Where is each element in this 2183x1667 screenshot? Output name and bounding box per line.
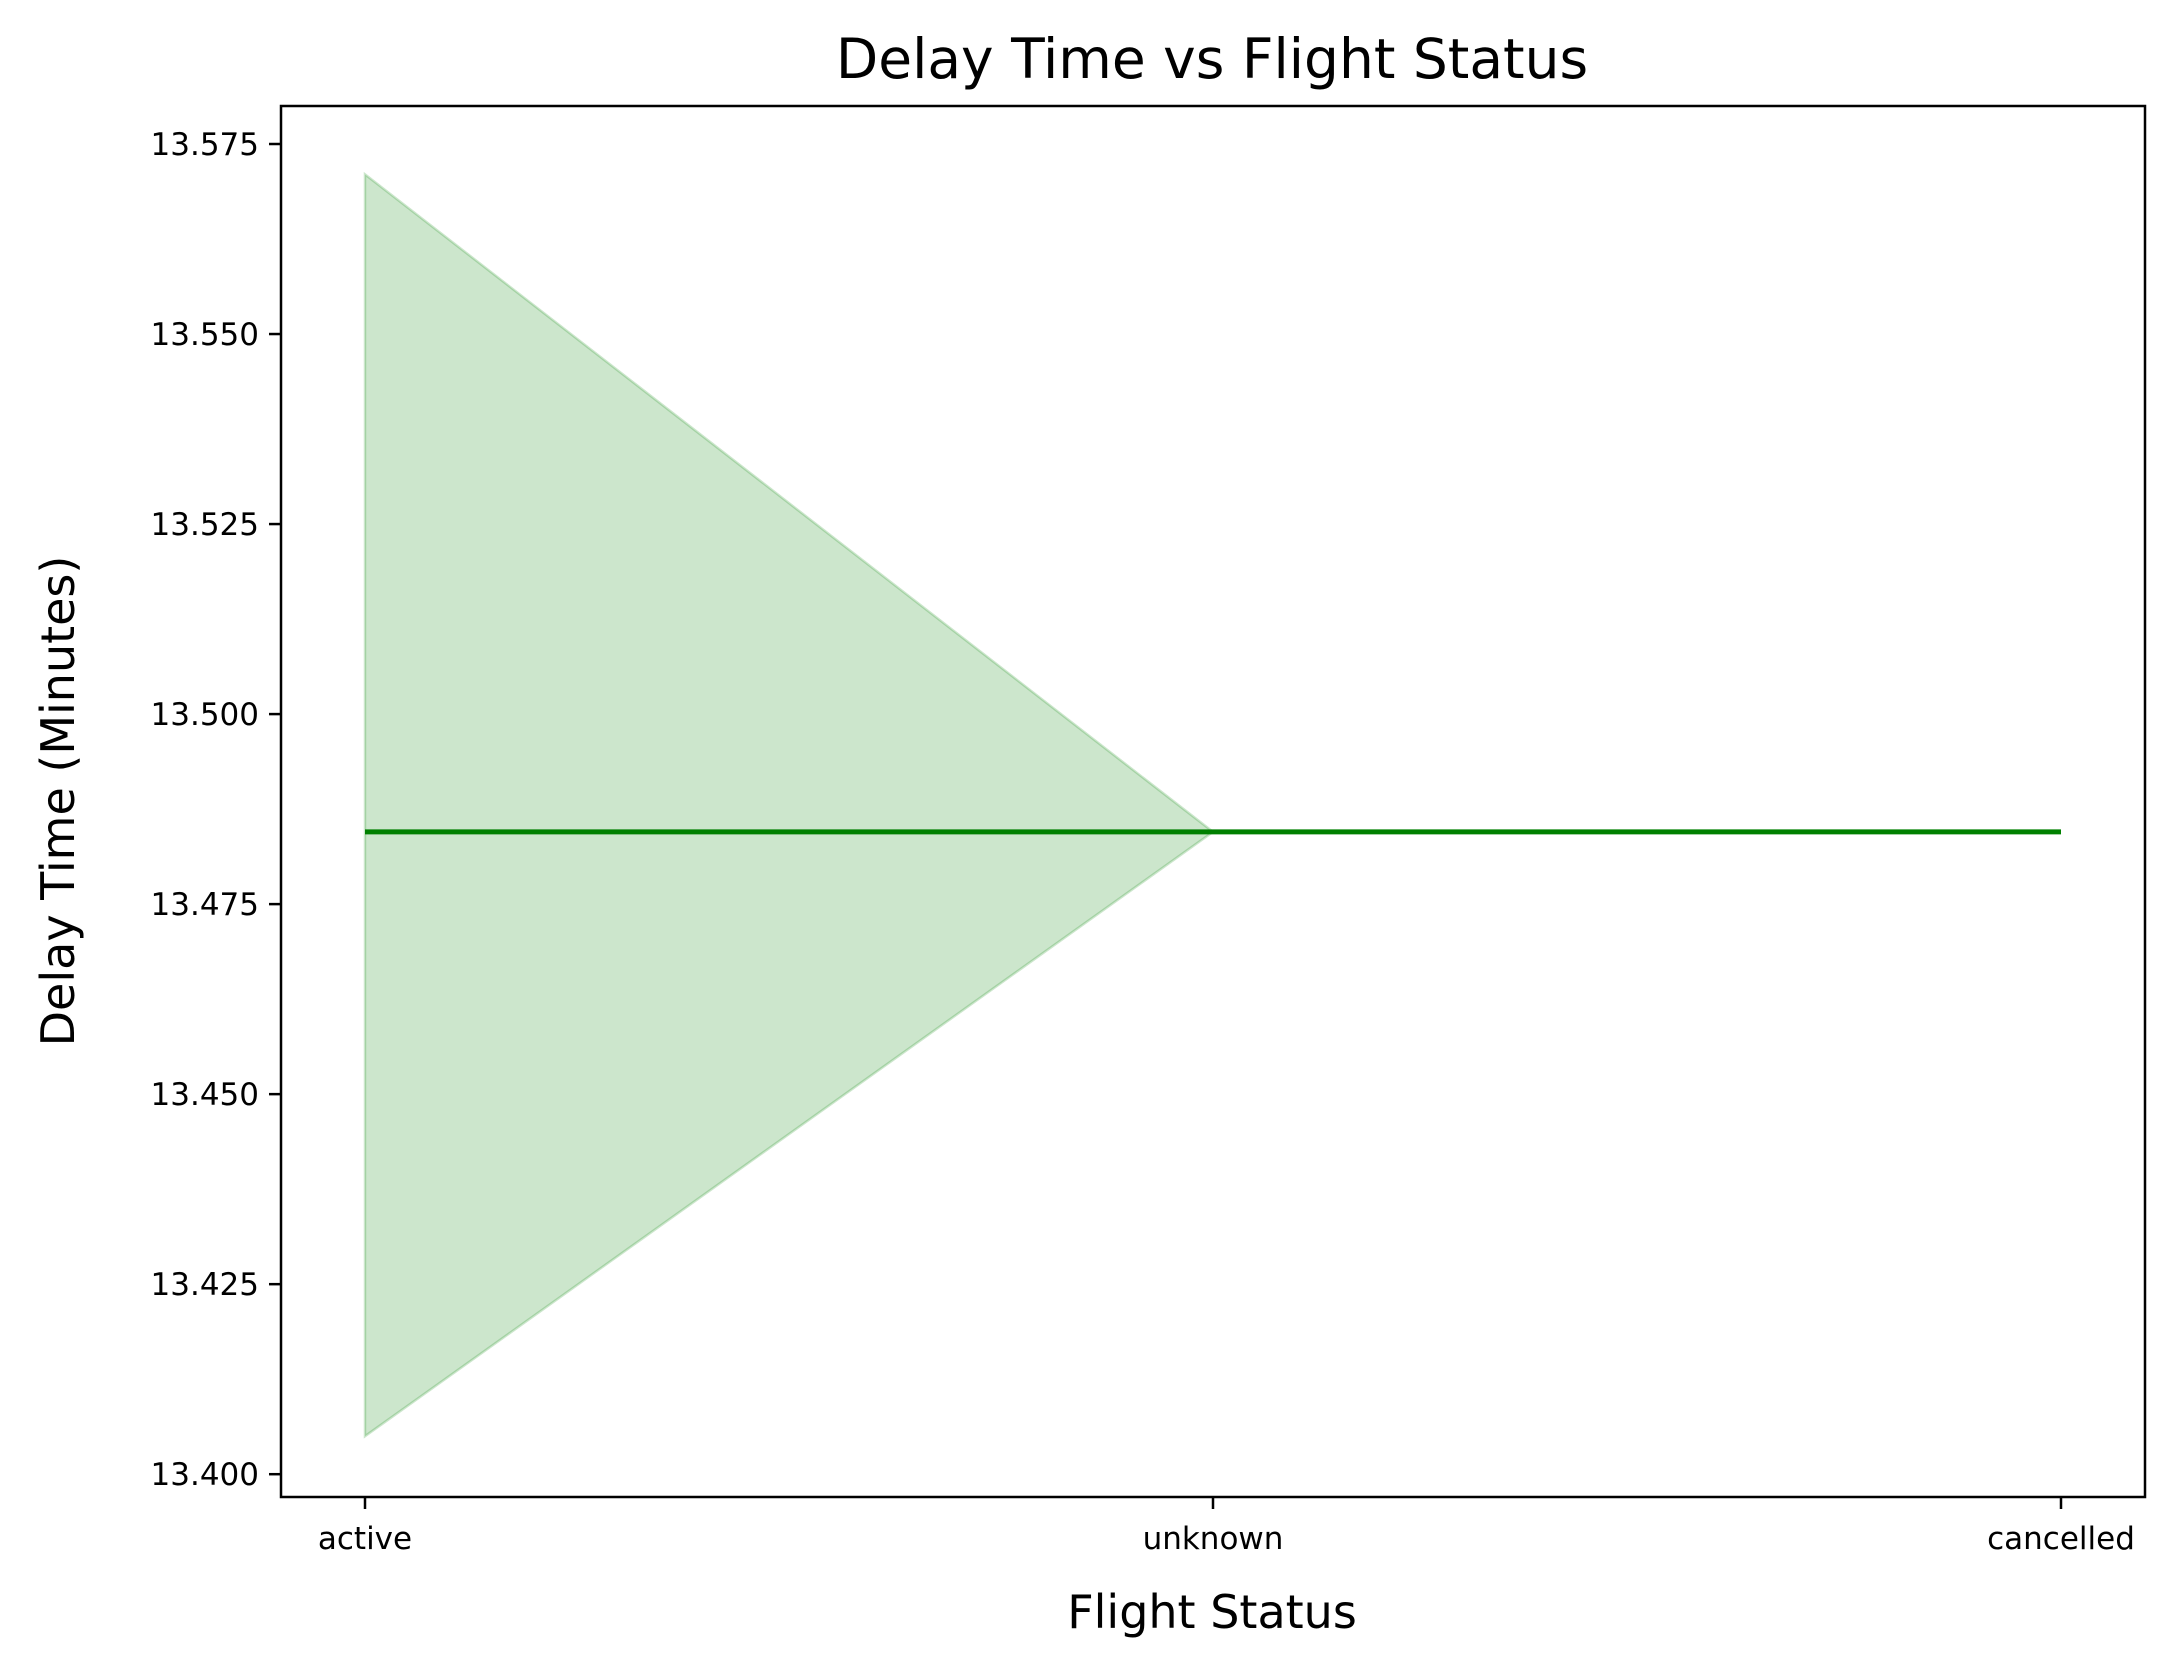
y-tick-label: 13.525 bbox=[151, 507, 259, 543]
x-tick-label: unknown bbox=[1143, 1521, 1284, 1557]
y-tick-label: 13.550 bbox=[151, 317, 259, 353]
x-tick-label: cancelled bbox=[1987, 1521, 2135, 1557]
y-tick-label: 13.575 bbox=[151, 127, 259, 163]
plot-area bbox=[363, 171, 2061, 1439]
plot-frame bbox=[279, 104, 2147, 1499]
y-axis-ticks: 13.400 13.425 13.450 13.475 13.500 13.525 13.5… bbox=[151, 127, 281, 1493]
x-axis-ticks: active unknown cancelled bbox=[318, 1497, 2135, 1557]
y-tick-label: 13.475 bbox=[151, 887, 259, 923]
y-tick-label: 13.500 bbox=[151, 697, 259, 733]
y-axis-title: Delay Time (Minutes) bbox=[31, 556, 85, 1047]
y-tick-label: 13.425 bbox=[151, 1267, 259, 1303]
y-tick-label: 13.450 bbox=[151, 1077, 259, 1113]
y-tick-label: 13.400 bbox=[151, 1457, 259, 1493]
chart-title: Delay Time vs Flight Status bbox=[836, 27, 1588, 91]
x-tick-label: active bbox=[318, 1521, 412, 1557]
x-axis-title: Flight Status bbox=[1067, 1585, 1357, 1639]
confidence-band bbox=[363, 171, 2061, 1439]
